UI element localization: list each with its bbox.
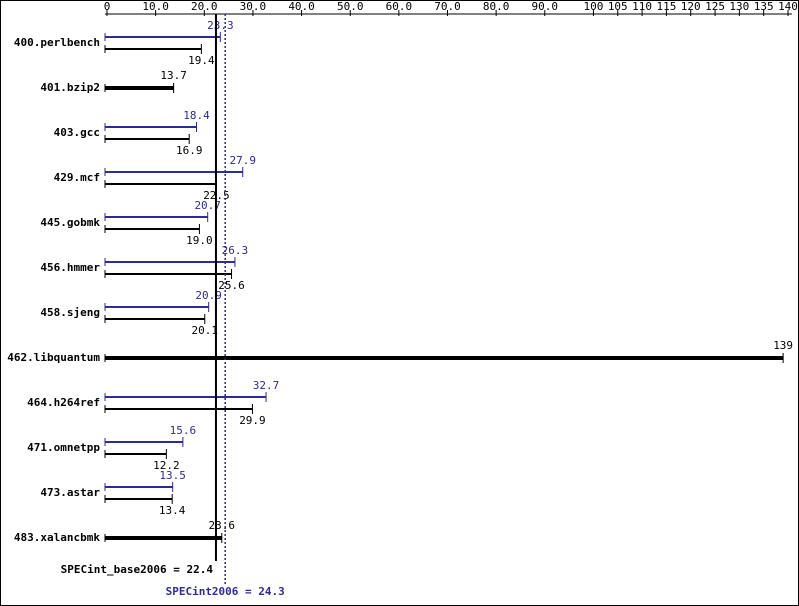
- value-label: 139: [773, 339, 793, 352]
- category-label: 445.gobmk: [40, 216, 100, 229]
- value-label: 26.3: [222, 244, 249, 257]
- x-tick-label: 130: [729, 0, 749, 13]
- x-tick-label: 110: [632, 0, 652, 13]
- x-tick-label: 105: [608, 0, 628, 13]
- category-label: 483.xalancbmk: [14, 531, 100, 544]
- category-label: 464.h264ref: [27, 396, 100, 409]
- value-label: 20.1: [192, 324, 219, 337]
- category-label: 471.omnetpp: [27, 441, 100, 454]
- x-tick-label: 100: [583, 0, 603, 13]
- category-label: 473.astar: [40, 486, 100, 499]
- value-label: 27.9: [229, 154, 256, 167]
- category-label: 400.perlbench: [14, 36, 100, 49]
- value-label: 19.4: [188, 54, 215, 67]
- value-label: 18.4: [183, 109, 210, 122]
- x-tick-label: 120: [681, 0, 701, 13]
- x-tick-label: 125: [705, 0, 725, 13]
- value-label: 16.9: [176, 144, 203, 157]
- value-label: 20.9: [195, 289, 222, 302]
- x-tick-label: 90.0: [532, 0, 559, 13]
- category-label: 456.hmmer: [40, 261, 100, 274]
- value-label: 23.3: [207, 19, 234, 32]
- x-tick-label: 20.0: [191, 0, 218, 13]
- x-tick-label: 10.0: [142, 0, 169, 13]
- value-label: 29.9: [239, 414, 266, 427]
- value-label: 25.6: [218, 279, 245, 292]
- reference-label: SPECint2006 = 24.3: [166, 585, 285, 598]
- x-tick-label: 30.0: [240, 0, 267, 13]
- value-label: 12.2: [153, 459, 180, 472]
- x-tick-label: 50.0: [337, 0, 364, 13]
- category-label: 458.sjeng: [40, 306, 100, 319]
- value-label: 13.5: [159, 469, 186, 482]
- value-label: 32.7: [253, 379, 280, 392]
- category-label: 462.libquantum: [7, 351, 100, 364]
- category-label: 401.bzip2: [40, 81, 100, 94]
- value-label: 20.7: [194, 199, 221, 212]
- x-tick-label: 60.0: [386, 0, 413, 13]
- x-tick-label: 135: [754, 0, 774, 13]
- value-label: 13.4: [159, 504, 186, 517]
- value-label: 23.6: [209, 519, 236, 532]
- x-tick-label: 140: [778, 0, 798, 13]
- value-label: 13.7: [160, 69, 187, 82]
- x-tick-label: 115: [656, 0, 676, 13]
- x-tick-label: 0: [104, 0, 111, 13]
- category-label: 429.mcf: [54, 171, 100, 184]
- value-label: 19.0: [186, 234, 213, 247]
- category-label: 403.gcc: [54, 126, 100, 139]
- reference-label: SPECint_base2006 = 22.4: [61, 563, 214, 576]
- value-label: 15.6: [170, 424, 197, 437]
- x-tick-label: 40.0: [288, 0, 315, 13]
- x-tick-label: 80.0: [483, 0, 510, 13]
- x-tick-label: 70.0: [434, 0, 461, 13]
